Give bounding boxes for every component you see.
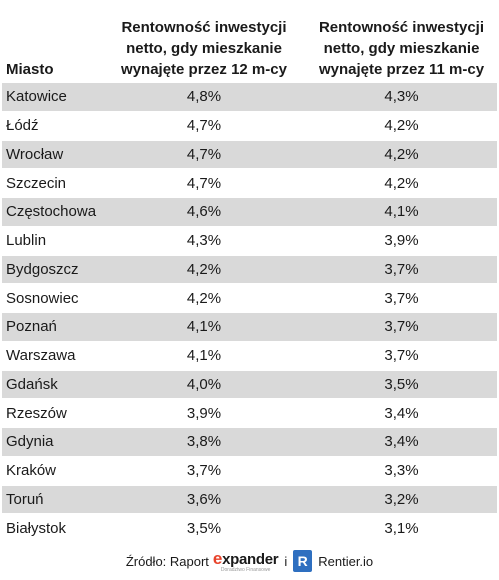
yield-11-cell: 4,3% xyxy=(384,88,419,106)
yield-12-cell: 4,2% xyxy=(186,289,222,307)
table-row: Białystok 3,5% 3,1% xyxy=(2,513,497,542)
rental-yield-table: Miasto Rentowność inwestycji netto, gdy … xyxy=(2,0,497,542)
yield-12-cell: 4,7% xyxy=(186,117,222,135)
city-cell: Wrocław xyxy=(6,145,64,163)
table-row: Sosnowiec 4,2% 3,7% xyxy=(2,283,497,312)
table-row: Toruń 3,6% 3,2% xyxy=(2,484,497,514)
rentier-name: Rentier.io xyxy=(318,553,374,569)
yield-11-cell: 4,2% xyxy=(384,145,419,163)
yield-12-cell: 4,6% xyxy=(186,203,222,221)
city-cell: Lublin xyxy=(6,232,47,250)
yield-12-cell: 3,5% xyxy=(186,519,222,537)
table-header: Miasto Rentowność inwestycji netto, gdy … xyxy=(2,0,497,82)
header-line: wynajęte przez 11 m-cy xyxy=(318,61,485,78)
yield-12-cell: 4,7% xyxy=(186,174,222,192)
yield-12-cell: 4,3% xyxy=(186,232,222,250)
city-cell: Gdynia xyxy=(6,433,54,451)
yield-11-cell: 3,7% xyxy=(384,318,419,336)
expander-rest: xpander xyxy=(222,551,279,568)
yield-12-cell: 3,8% xyxy=(186,433,222,451)
yield-12-cell: 4,7% xyxy=(186,145,222,163)
city-cell: Kraków xyxy=(6,462,57,480)
table-row: Częstochowa 4,6% 4,1% xyxy=(2,197,497,226)
table-row: Kraków 3,7% 3,3% xyxy=(2,455,497,485)
header-city: Miasto xyxy=(6,61,54,78)
city-cell: Poznań xyxy=(6,318,57,336)
table-row: Bydgoszcz 4,2% 3,7% xyxy=(2,254,497,284)
and-text: i xyxy=(284,553,288,569)
city-cell: Toruń xyxy=(6,490,44,508)
table-row: Wrocław 4,7% 4,2% xyxy=(2,139,497,169)
table-row: Poznań 4,1% 3,7% xyxy=(2,312,497,341)
city-cell: Rzeszów xyxy=(6,404,67,422)
table-row: Lublin 4,3% 3,9% xyxy=(2,225,497,255)
yield-11-cell: 4,1% xyxy=(384,203,419,221)
city-cell: Częstochowa xyxy=(6,203,97,221)
table-row: Gdynia 3,8% 3,4% xyxy=(2,427,497,456)
yield-11-cell: 3,7% xyxy=(384,289,419,307)
table-row: Rzeszów 3,9% 3,4% xyxy=(2,398,497,427)
yield-11-cell: 3,4% xyxy=(384,404,419,422)
yield-11-cell: 3,7% xyxy=(384,347,419,365)
yield-12-cell: 3,7% xyxy=(186,462,222,480)
table-row: Warszawa 4,1% 3,7% xyxy=(2,340,497,370)
city-cell: Sosnowiec xyxy=(6,289,79,307)
table-row: Gdańsk 4,0% 3,5% xyxy=(2,369,497,399)
yield-12-cell: 4,2% xyxy=(186,260,222,278)
yield-12-cell: 4,0% xyxy=(186,375,222,393)
yield-11-cell: 4,2% xyxy=(384,117,419,135)
source-label: Źródło: Raport xyxy=(125,553,209,569)
yield-11-cell: 3,7% xyxy=(384,260,419,278)
yield-12-cell: 3,6% xyxy=(186,490,222,508)
yield-12-cell: 4,1% xyxy=(186,347,222,365)
yield-12-cell: 4,1% xyxy=(186,318,222,336)
city-cell: Łódź xyxy=(6,117,39,135)
city-cell: Bydgoszcz xyxy=(6,260,79,278)
header-line: Rentowność inwestycji xyxy=(318,19,485,36)
table-row: Łódź 4,7% 4,2% xyxy=(2,110,497,140)
yield-11-cell: 3,1% xyxy=(384,519,419,537)
source-footer: Źródło: Raport expander Doradztwo Finans… xyxy=(0,546,499,576)
header-line: netto, gdy mieszkanie xyxy=(126,40,282,57)
city-cell: Szczecin xyxy=(6,174,67,192)
table-row: Katowice 4,8% 4,3% xyxy=(2,82,497,111)
expander-tagline: Doradztwo Finansowe xyxy=(220,567,271,573)
rentier-logo-icon: R xyxy=(293,550,313,572)
city-cell: Warszawa xyxy=(6,347,76,365)
yield-12-cell: 3,9% xyxy=(186,404,222,422)
yield-11-cell: 4,2% xyxy=(384,174,419,192)
city-cell: Katowice xyxy=(6,88,67,106)
expander-e: e xyxy=(212,549,223,568)
header-yield-11-months: Rentowność inwestycji netto, gdy mieszka… xyxy=(306,17,497,82)
yield-12-cell: 4,8% xyxy=(186,88,222,106)
table-body: Katowice 4,8% 4,3% Łódź 4,7% 4,2% Wrocław 4,7% 4… xyxy=(2,82,497,542)
header-line: netto, gdy mieszkanie xyxy=(323,40,480,57)
header-yield-12-months: Rentowność inwestycji netto, gdy mieszka… xyxy=(102,17,306,82)
header-line: Rentowność inwestycji xyxy=(121,19,287,36)
yield-11-cell: 3,4% xyxy=(384,433,419,451)
expander-wordmark: expander xyxy=(212,549,279,569)
yield-11-cell: 3,9% xyxy=(384,232,419,250)
yield-11-cell: 3,3% xyxy=(384,462,419,480)
table-row: Szczecin 4,7% 4,2% xyxy=(2,168,497,197)
yield-11-cell: 3,5% xyxy=(384,375,419,393)
header-line: wynajęte przez 12 m-cy xyxy=(121,61,287,78)
expander-logo: expander Doradztwo Finansowe xyxy=(212,549,279,573)
city-cell: Białystok xyxy=(6,519,67,537)
city-cell: Gdańsk xyxy=(6,375,58,393)
yield-11-cell: 3,2% xyxy=(384,490,419,508)
